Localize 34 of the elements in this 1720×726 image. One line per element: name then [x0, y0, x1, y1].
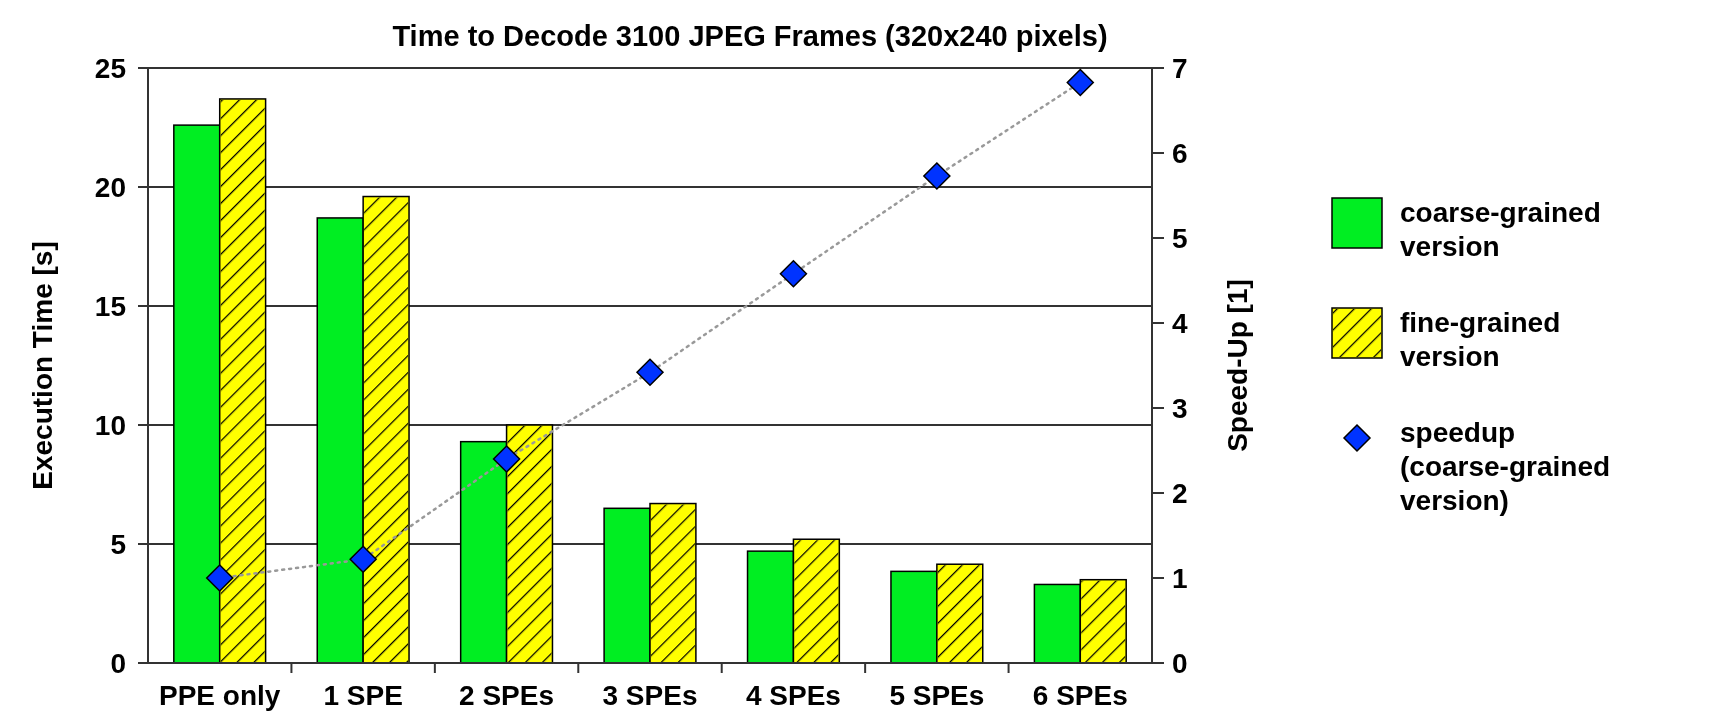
y-tick-label: 10	[94, 409, 126, 441]
legend-label: speedup (coarse-grained version)	[1400, 417, 1611, 516]
y-tick-label: 15	[94, 290, 126, 322]
point	[492, 445, 521, 473]
y-tick-label: 25	[94, 52, 126, 84]
y2-tick-label: 4	[1172, 307, 1188, 339]
x-tick-label: 5 SPEs	[889, 680, 985, 711]
x-tick-label: PPE only	[159, 680, 281, 711]
y-tick-label: 5	[110, 528, 126, 560]
x-tick-label: 3 SPEs	[602, 680, 698, 711]
chart-title: Time to Decode 3100 JPEG Frames (320x240 pixels)	[392, 20, 1108, 52]
point	[779, 259, 808, 288]
point	[1066, 68, 1095, 97]
y2-tick-label: 3	[1172, 392, 1188, 424]
point	[205, 564, 234, 592]
x-tick-label: 2 SPEs	[459, 680, 555, 711]
y2-axis-title: Speed-Up [1]	[1222, 279, 1253, 452]
legend-label: fine-grained version	[1400, 307, 1561, 372]
y2-tick-label: 5	[1172, 222, 1188, 254]
x-tick-label: 6 SPEs	[1032, 680, 1128, 711]
y-axis-title: Execution Time [s]	[27, 241, 58, 490]
y-tick-label: 20	[94, 171, 126, 203]
y2-tick-label: 1	[1172, 562, 1188, 594]
y2-tick-label: 2	[1172, 477, 1188, 509]
point	[636, 358, 664, 387]
point	[349, 545, 377, 574]
x-tick-label: 4 SPEs	[745, 680, 841, 711]
x-tick-label: 1 SPE	[323, 680, 403, 711]
y2-tick-label: 6	[1172, 137, 1188, 169]
y2-tick-label: 0	[1172, 647, 1188, 679]
legend-label: coarse-grained version	[1400, 197, 1601, 262]
y2-tick-label: 7	[1172, 52, 1188, 84]
point	[923, 162, 951, 190]
y-tick-label: 0	[110, 647, 126, 679]
